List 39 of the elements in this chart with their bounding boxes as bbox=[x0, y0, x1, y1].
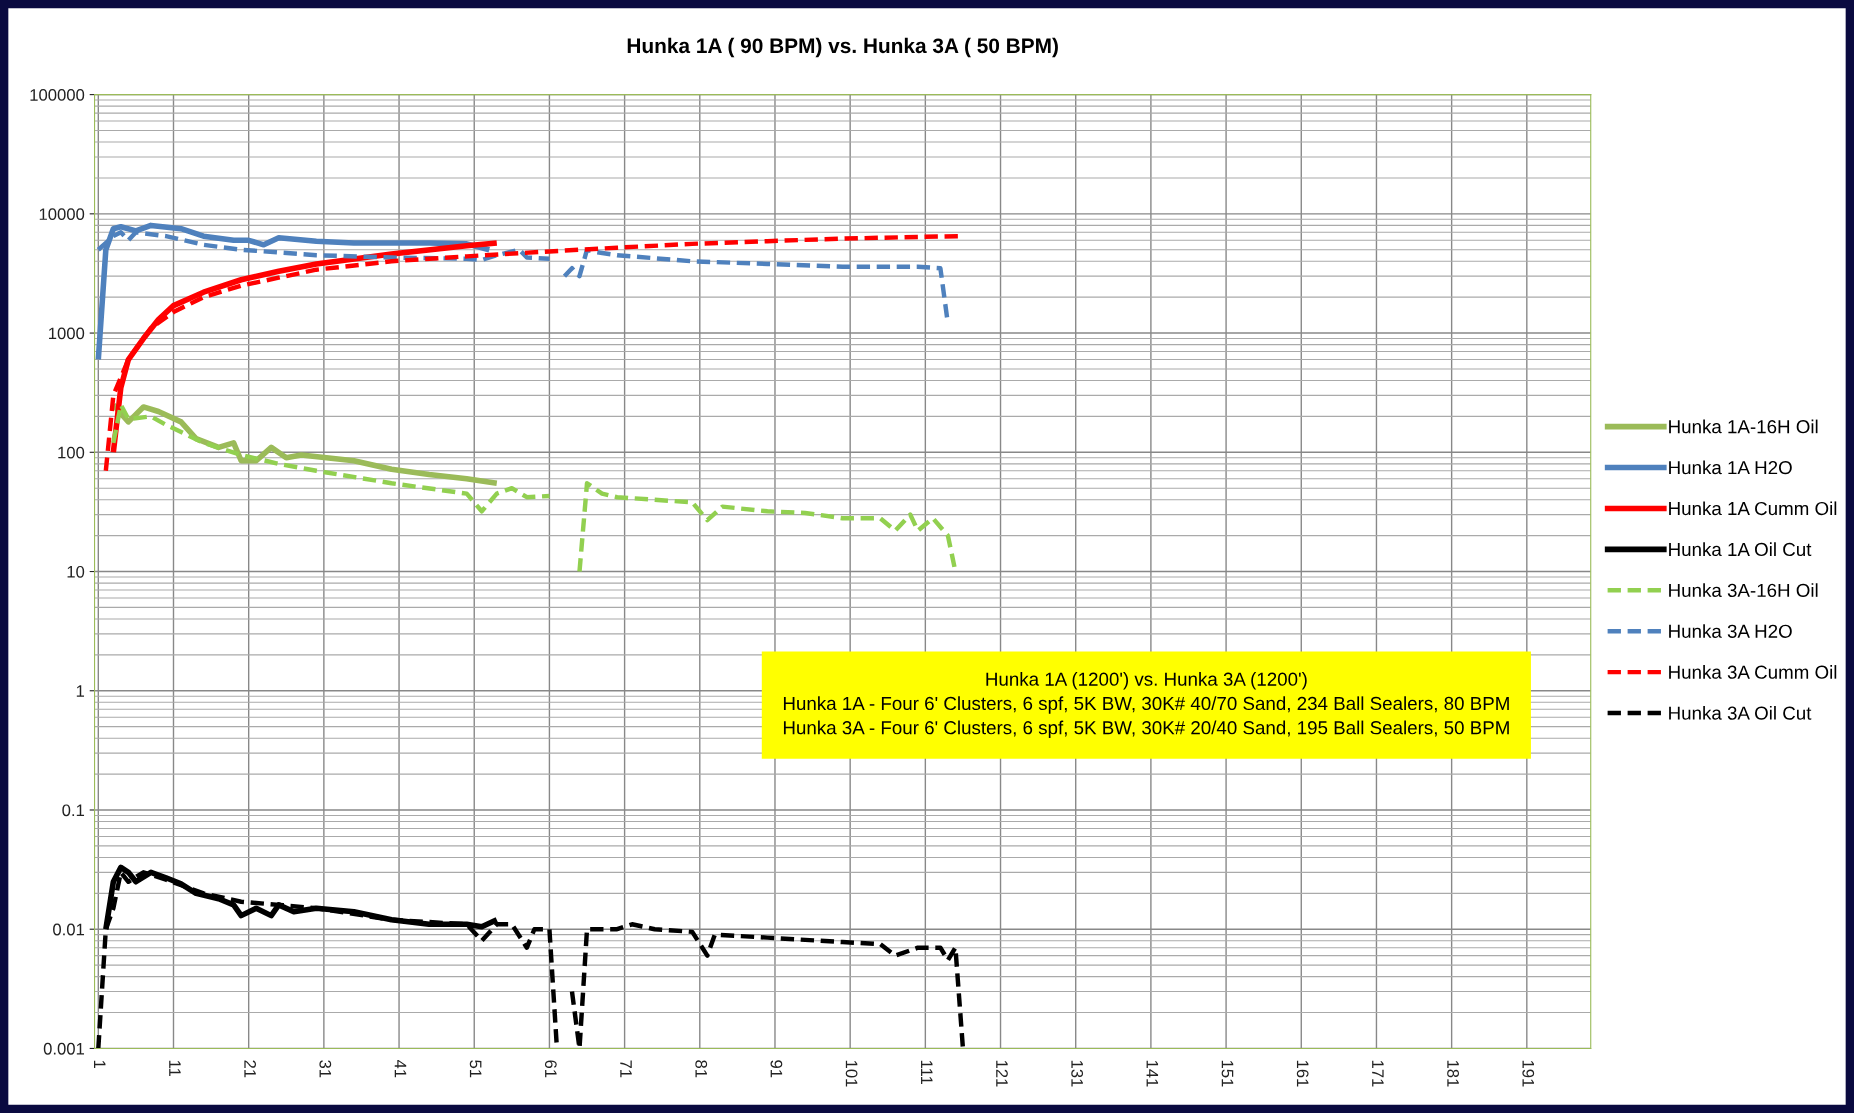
y-tick-label: 1000 bbox=[49, 327, 85, 340]
legend-label: Hunka 3A H2O bbox=[1669, 624, 1792, 638]
y-tick-label: 100000 bbox=[30, 89, 85, 101]
legend-label: Hunka 3A Cumm Oil bbox=[1669, 665, 1837, 679]
y-tick-label: 100 bbox=[58, 446, 85, 459]
y-tick-label: 0.001 bbox=[43, 1042, 85, 1055]
x-tick-label: 161 bbox=[1296, 1060, 1309, 1087]
x-tick-label: 121 bbox=[996, 1060, 1008, 1087]
x-tick-label: 41 bbox=[394, 1059, 407, 1078]
y-tick-label: 0.01 bbox=[53, 923, 85, 936]
x-tick-label: 141 bbox=[1146, 1060, 1159, 1087]
legend-label: Hunka 3A Oil Cut bbox=[1669, 705, 1812, 720]
x-tick-label: 101 bbox=[845, 1060, 858, 1087]
x-tick-label: 11 bbox=[169, 1060, 181, 1077]
legend-label: Hunka 1A-16H Oil bbox=[1669, 419, 1818, 434]
x-tick-label: 21 bbox=[244, 1060, 257, 1078]
x-tick-label: 151 bbox=[1221, 1060, 1234, 1087]
x-tick-label: 181 bbox=[1447, 1060, 1459, 1087]
x-tick-label: 31 bbox=[319, 1060, 332, 1078]
chart-title: Hunka 1A ( 90 BPM) vs. Hunka 3A ( 50 BPM) bbox=[627, 37, 1058, 58]
legend-label: Hunka 3A-16H Oil bbox=[1669, 583, 1818, 598]
x-tick-label: 91 bbox=[770, 1060, 783, 1078]
x-tick-label: 1 bbox=[94, 1060, 106, 1069]
x-tick-label: 61 bbox=[544, 1060, 557, 1078]
y-tick-label: 1 bbox=[76, 685, 85, 697]
y-tick-label: 0.1 bbox=[62, 804, 85, 817]
x-tick-label: 131 bbox=[1071, 1060, 1084, 1087]
annotation: Hunka 1A (1200') vs. Hunka 3A (1200') Hunka 1A - Four 6' Clusters, 6 spf, 5K BW, 30K# 40/70 Sand, 234 Ball Sealers, 80 BPM Hunka 3A - Four 6' Clusters, 6 spf, 5K BW, 30K# 20/40 Sand, 195 Ball Sealers, 50 BPM bbox=[783, 672, 1509, 739]
legend-label: Hunka 1A Cumm Oil bbox=[1669, 501, 1837, 516]
x-tick-label: 171 bbox=[1372, 1060, 1384, 1087]
x-tick-label: 191 bbox=[1522, 1060, 1535, 1087]
y-tick-label: 10 bbox=[67, 565, 85, 578]
x-tick-label: 51 bbox=[469, 1060, 482, 1078]
y-tick-label: 10000 bbox=[39, 208, 85, 221]
x-tick-label: 71 bbox=[620, 1060, 632, 1078]
x-tick-label: 111 bbox=[921, 1060, 933, 1085]
x-tick-label: 81 bbox=[695, 1060, 708, 1078]
legend-label: Hunka 1A Oil Cut bbox=[1669, 542, 1812, 557]
legend-label: Hunka 1A H2O bbox=[1669, 460, 1792, 475]
